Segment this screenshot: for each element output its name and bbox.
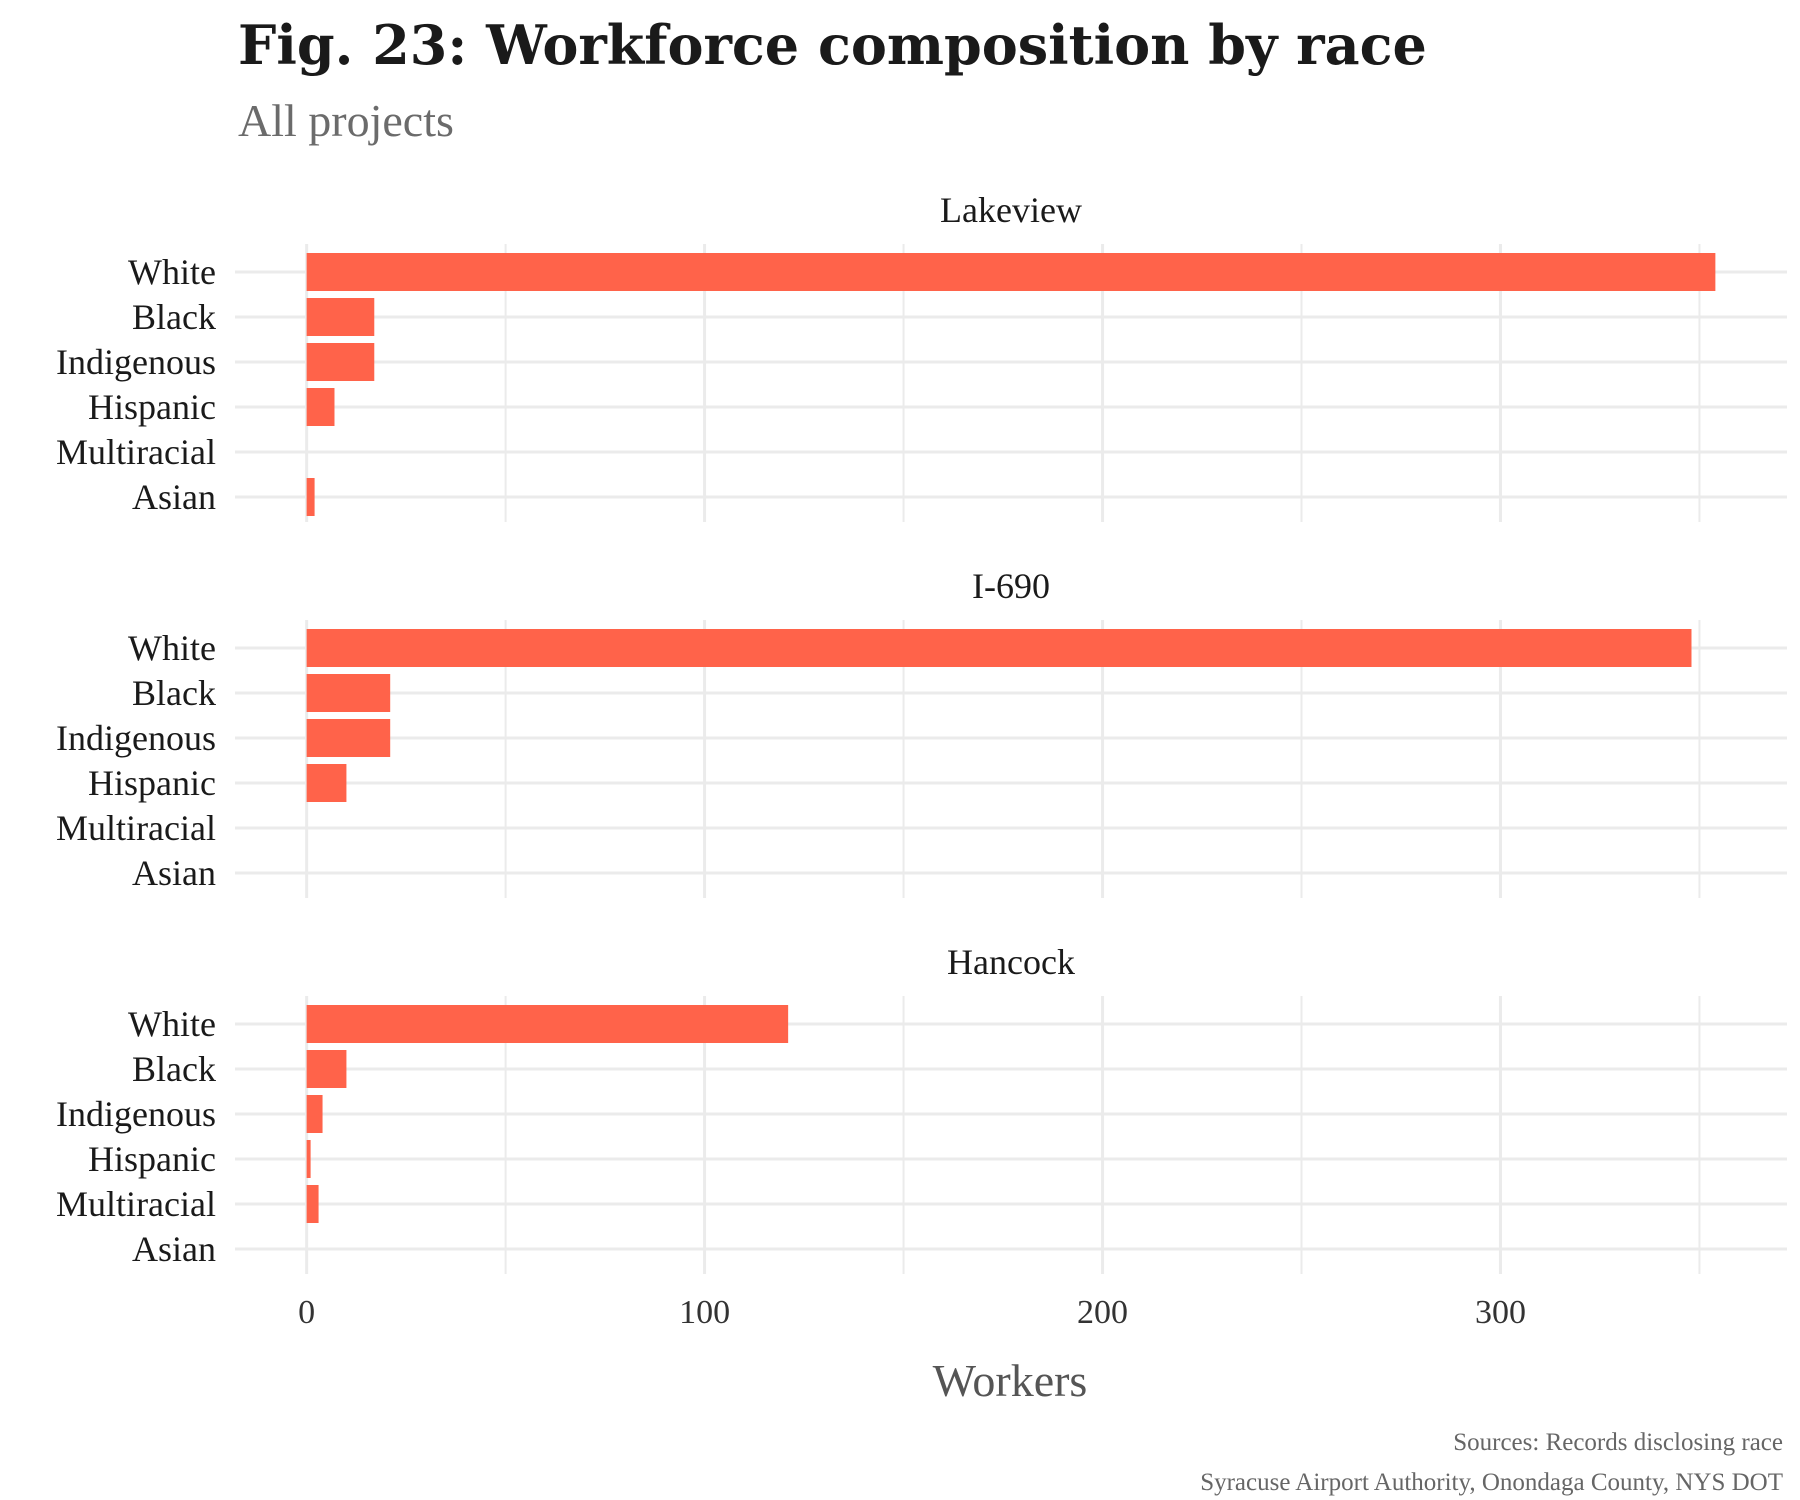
category-label: Hispanic [88,387,216,427]
bar-asian [306,478,315,516]
bar-white [306,1005,789,1043]
x-tick-label: 300 [1475,1294,1526,1331]
facet-panels: Lakeview White Black Indigenous Hispanic Mult… [56,190,1787,1274]
category-label: Indigenous [56,342,216,382]
bar-indigenous [306,343,375,381]
bar-white [306,253,1716,291]
category-label: Asian [132,477,216,517]
bar-black [306,298,375,336]
category-label: Hispanic [88,1139,216,1179]
category-label: Indigenous [56,718,216,758]
category-label: Black [132,1049,216,1089]
caption-line-2: Syracuse Airport Authority, Onondaga Cou… [1200,1469,1783,1496]
category-label: Hispanic [88,763,216,803]
bar-hispanic [306,388,335,426]
category-label: Multiracial [56,1184,216,1224]
category-label: Multiracial [56,808,216,848]
facet-label: I-690 [972,566,1050,606]
caption-line-1: Sources: Records disclosing race [1453,1429,1783,1456]
category-label: Black [132,673,216,713]
chart-title: Fig. 23: Workforce composition by race [238,13,1427,77]
bar-hispanic [306,1140,311,1178]
category-label: White [128,252,216,292]
facet-label: Lakeview [940,190,1082,230]
category-label: Asian [132,1229,216,1269]
facet-panel-0: Lakeview White Black Indigenous Hispanic Mult… [56,190,1787,522]
bar-black [306,1050,347,1088]
x-tick-label: 0 [298,1294,315,1331]
bar-multiracial [306,1185,319,1223]
chart-subtitle: All projects [238,95,454,146]
facet-panel-2: Hancock White Black Indigenous Hispanic Multi… [56,942,1787,1274]
x-axis-ticks: 0 100 200 300 [298,1294,1526,1331]
bar-white [306,629,1692,667]
category-label: Asian [132,853,216,893]
x-tick-label: 100 [679,1294,730,1331]
category-label: Black [132,297,216,337]
x-axis-title: Workers [933,1355,1088,1406]
category-label: White [128,1004,216,1044]
x-tick-label: 200 [1077,1294,1128,1331]
category-label: Multiracial [56,432,216,472]
facet-label: Hancock [947,942,1075,982]
category-label: Indigenous [56,1094,216,1134]
bar-indigenous [306,1095,323,1133]
category-label: White [128,628,216,668]
bar-indigenous [306,719,391,757]
bar-black [306,674,391,712]
bar-hispanic [306,764,347,802]
facet-panel-1: I-690 White Black Indigenous Hispanic Multira… [56,566,1787,898]
